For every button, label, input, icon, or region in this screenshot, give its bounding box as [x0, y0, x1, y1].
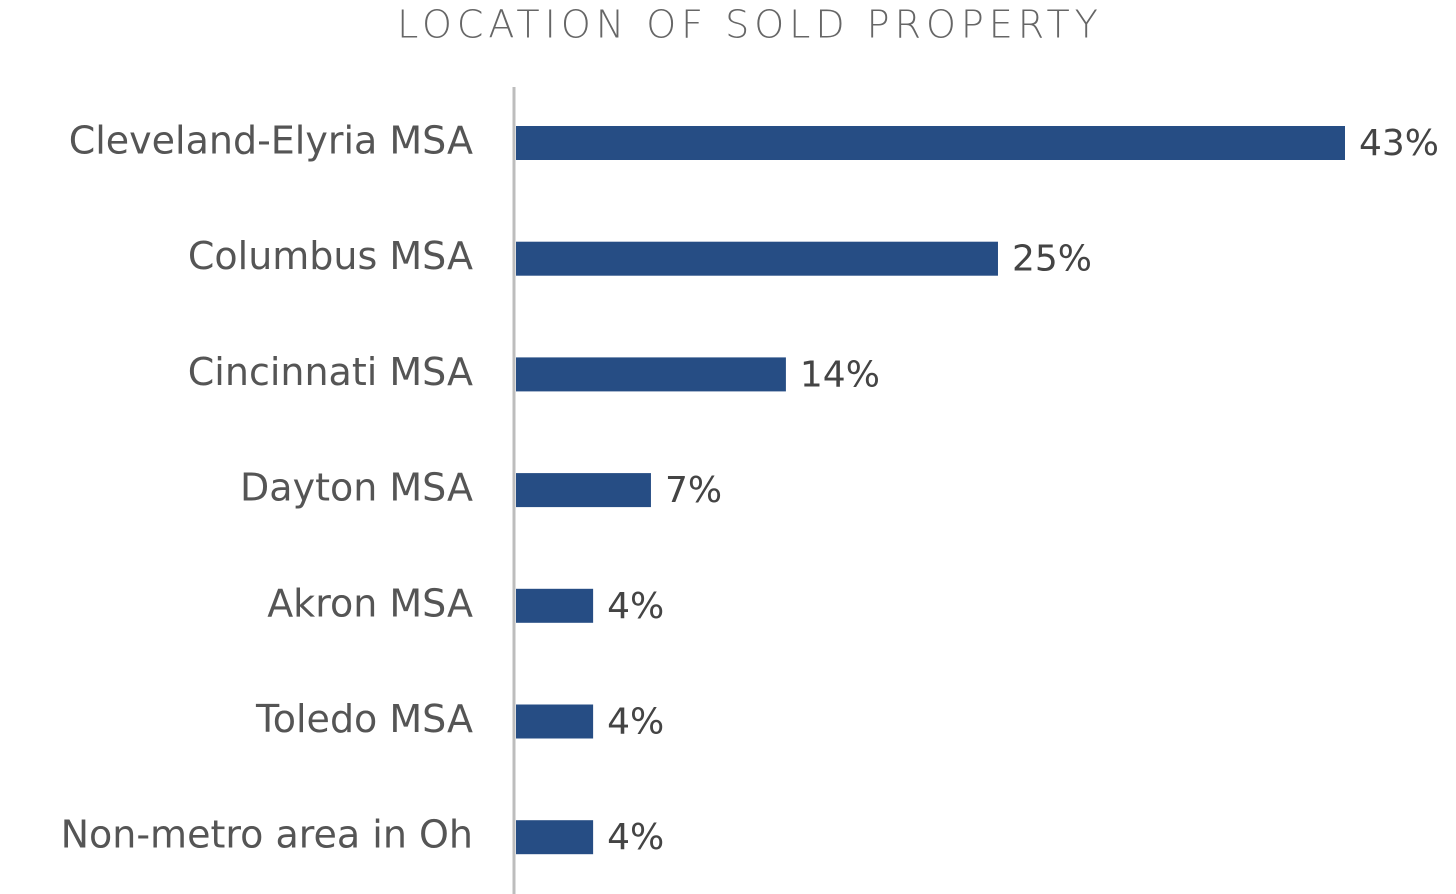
value-label: 43%	[1359, 123, 1439, 164]
category-label: Dayton MSA	[240, 466, 473, 510]
value-label: 4%	[607, 702, 664, 743]
category-label: Akron MSA	[267, 581, 473, 625]
category-label: Non-metro area in Oh	[61, 813, 473, 857]
bar	[516, 357, 786, 392]
value-label: 7%	[665, 470, 722, 511]
category-label: Cincinnati MSA	[188, 350, 473, 394]
value-label: 14%	[800, 354, 880, 395]
category-label: Toledo MSA	[255, 697, 473, 741]
chart-title: LOCATION OF SOLD PROPERTY	[397, 3, 1103, 47]
bar	[516, 473, 651, 508]
bar	[516, 126, 1345, 160]
category-label: Cleveland-Elyria MSA	[69, 119, 473, 163]
value-label: 4%	[607, 817, 664, 858]
bar	[516, 588, 594, 623]
bar	[516, 241, 998, 276]
bar	[516, 820, 594, 855]
bar	[516, 704, 594, 739]
category-label: Columbus MSA	[188, 234, 473, 278]
value-label: 4%	[607, 586, 664, 627]
value-label: 25%	[1012, 239, 1092, 280]
